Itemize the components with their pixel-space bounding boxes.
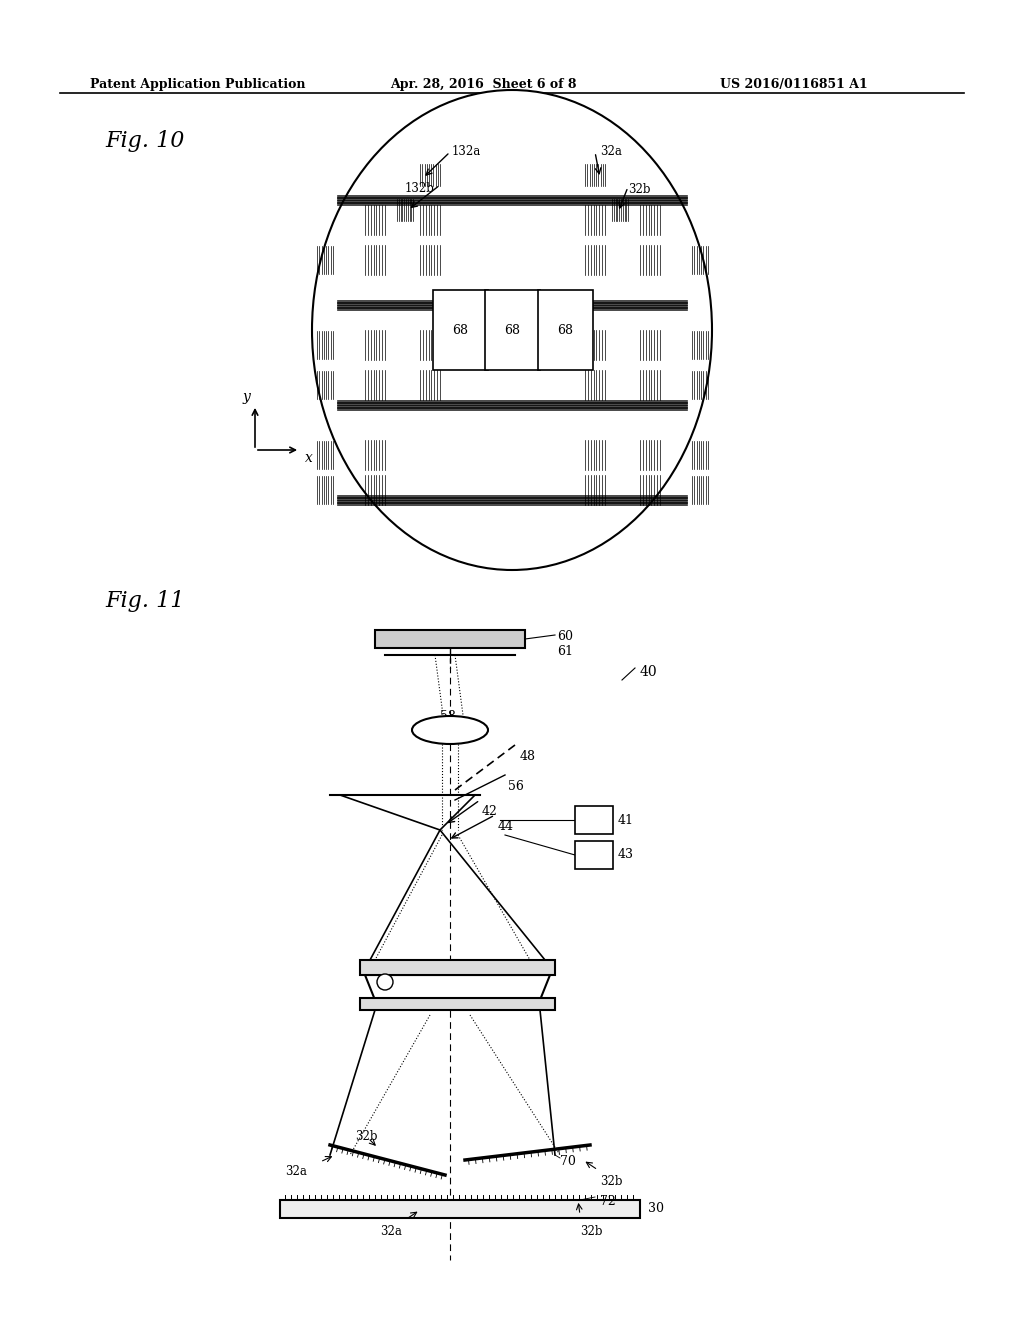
Polygon shape (365, 975, 550, 1001)
Bar (538, 290, 593, 370)
Text: 68: 68 (557, 323, 573, 337)
Ellipse shape (412, 715, 488, 744)
Text: 32b: 32b (355, 1130, 378, 1143)
Text: US 2016/0116851 A1: US 2016/0116851 A1 (720, 78, 867, 91)
Bar (360, 998, 555, 1010)
Circle shape (377, 974, 393, 990)
Text: 48: 48 (520, 750, 536, 763)
Text: 61: 61 (557, 645, 573, 657)
Text: 132b: 132b (406, 182, 435, 195)
Text: 68: 68 (504, 323, 520, 337)
Bar (575, 807, 613, 834)
Text: 72: 72 (600, 1195, 615, 1208)
Text: Fig. 10: Fig. 10 (105, 129, 184, 152)
Text: 58: 58 (440, 710, 456, 723)
Bar (432, 290, 487, 370)
Text: 132a: 132a (452, 145, 481, 158)
Text: 56: 56 (508, 780, 524, 793)
Text: 32b: 32b (600, 1175, 623, 1188)
Text: Patent Application Publication: Patent Application Publication (90, 78, 305, 91)
Text: 32b: 32b (628, 183, 650, 195)
Bar (280, 1200, 640, 1218)
Text: 43: 43 (618, 849, 634, 862)
Text: Apr. 28, 2016  Sheet 6 of 8: Apr. 28, 2016 Sheet 6 of 8 (390, 78, 577, 91)
Text: 32a: 32a (380, 1225, 401, 1238)
Bar (484, 290, 540, 370)
Text: 44: 44 (498, 820, 514, 833)
Text: 41: 41 (618, 813, 634, 826)
Text: 32b: 32b (580, 1225, 602, 1238)
Text: Fig. 11: Fig. 11 (105, 590, 184, 612)
Text: 32a: 32a (600, 145, 622, 158)
Bar (360, 960, 555, 975)
Text: 42: 42 (482, 805, 498, 818)
Text: 32a: 32a (285, 1166, 307, 1177)
Text: 70: 70 (560, 1155, 575, 1168)
Text: 60: 60 (557, 630, 573, 643)
Bar (575, 841, 613, 869)
Bar (375, 630, 525, 648)
Text: 30: 30 (648, 1203, 664, 1216)
Ellipse shape (312, 90, 712, 570)
Text: 68: 68 (452, 323, 468, 337)
Text: y: y (243, 389, 251, 404)
Text: 40: 40 (640, 665, 657, 678)
Text: x: x (305, 451, 313, 465)
